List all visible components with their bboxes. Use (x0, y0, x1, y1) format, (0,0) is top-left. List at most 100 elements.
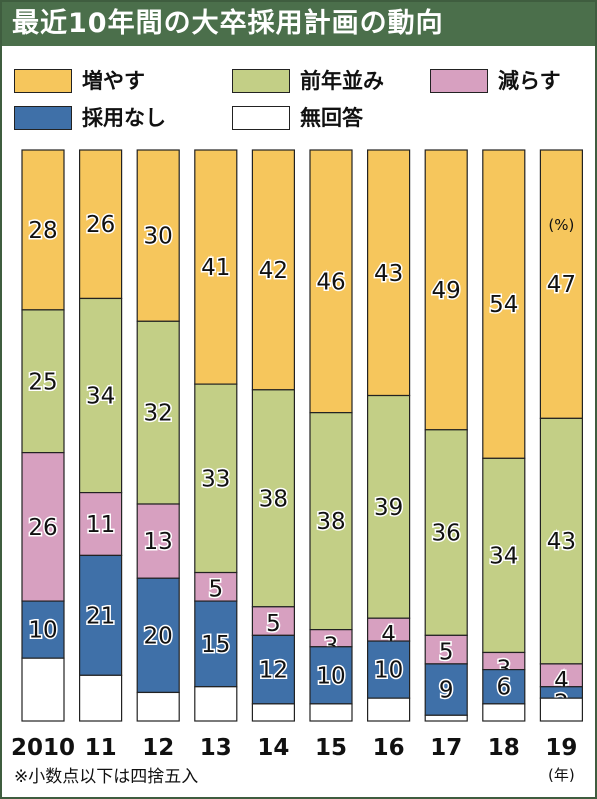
bar-segment-18-s4 (482, 703, 526, 722)
bar-segment-17-s1 (424, 429, 468, 636)
bar-segment-13-s4 (194, 686, 238, 722)
data-label-12-s2: 13 (144, 529, 173, 555)
legend-swatch-same (232, 69, 290, 93)
bar-segment-14-s0 (251, 149, 295, 391)
data-label-2010-s1: 25 (28, 369, 57, 395)
legend-label-decrease: 減らす (498, 69, 561, 93)
bar-segment-19-s4 (539, 697, 584, 722)
legend-swatch-no-answer (232, 106, 290, 130)
data-label-17-s2: 5 (439, 639, 454, 665)
bar-segment-17-s3 (424, 663, 468, 716)
bar-segment-12-s2 (136, 503, 180, 579)
data-label-13-s0: 41 (201, 255, 230, 281)
legend-swatch-decrease (430, 69, 488, 93)
bar-segment-16-s4 (367, 697, 411, 722)
data-label-15-s3: 10 (316, 663, 345, 689)
data-label-16-s3: 10 (374, 658, 403, 684)
bar-group-18: 543436 (482, 149, 526, 722)
chart-title: 最近10年間の大卒採用計画の動向 (2, 2, 595, 46)
data-label-13-s3: 15 (201, 632, 230, 658)
bar-segment-13-s3 (194, 600, 238, 688)
data-label-2010-s3: 10 (28, 618, 57, 644)
bar-segment-17-s4 (424, 714, 468, 722)
data-label-18-s1: 34 (489, 543, 518, 569)
bar-segment-16-s3 (367, 640, 411, 699)
data-label-17-s3: 9 (439, 678, 454, 704)
data-label-18-s0: 54 (489, 292, 518, 318)
data-label-11-s2: 11 (86, 512, 115, 538)
bar-segment-2010-s2 (21, 452, 65, 602)
legend-label-no-hiring: 採用なし (82, 106, 166, 130)
bar-segment-15-s3 (309, 646, 353, 705)
bar-segment-14-s1 (251, 389, 295, 608)
x-tick-label-18: 18 (488, 735, 520, 761)
bar-group-11: 26 34 11 21 (78, 149, 123, 722)
bar-segment-11-s1 (78, 297, 123, 494)
bar-segment-2010-s0 (21, 149, 65, 311)
data-label-13-s1: 33 (201, 466, 230, 492)
bar-segment-12-s0 (136, 149, 180, 322)
data-label-19-s0: 47 (547, 272, 576, 298)
legend-swatch-increase (14, 69, 72, 93)
data-label-12-s3: 20 (144, 623, 173, 649)
data-label-12-s0: 30 (144, 224, 173, 250)
data-label-17-s1: 36 (432, 521, 461, 547)
bar-segment-18-s1 (482, 457, 526, 654)
bar-segment-15-s4 (309, 703, 353, 722)
data-label-11-s3: 21 (86, 603, 115, 629)
legend-label-increase: 増やす (82, 69, 145, 93)
data-label-19-s1: 43 (547, 529, 576, 555)
legend-label-no-answer: 無回答 (300, 106, 363, 130)
data-label-15-s0: 46 (316, 269, 345, 295)
bar-segment-2010-s1 (21, 309, 65, 454)
bar-segment-11-s2 (78, 492, 123, 557)
bar-segment-11-s0 (78, 149, 123, 300)
data-label-14-s2: 5 (266, 611, 281, 637)
bar-segment-11-s4 (78, 674, 123, 722)
bar-segment-17-s2 (424, 634, 468, 665)
bar-group-17: 49 36 5 9 (424, 149, 468, 722)
bar-group-2010: 28 25 26 10 (21, 149, 65, 722)
data-label-17-s0: 49 (432, 278, 461, 304)
bar-segment-11-s3 (78, 554, 123, 676)
x-tick-label-13: 13 (200, 735, 232, 761)
data-label-15-s1: 38 (316, 509, 345, 535)
x-tick-label-15: 15 (315, 735, 347, 761)
data-label-13-s2: 5 (208, 577, 223, 603)
bar-segment-12-s1 (136, 320, 180, 505)
x-tick-label-17: 17 (430, 735, 462, 761)
bar-group-12: 30 32 13 20 (136, 149, 180, 722)
x-unit-label-year: (年) (548, 766, 575, 784)
data-label-11-s1: 34 (86, 384, 115, 410)
data-label-16-s0: 43 (374, 261, 403, 287)
bar-group-15: 4638310 (309, 149, 353, 722)
bar-segment-17-s0 (424, 149, 468, 431)
data-label-2010-s2: 26 (28, 515, 57, 541)
data-label-12-s1: 32 (144, 401, 173, 427)
bar-segment-2010-s4 (21, 657, 65, 722)
bar-segment-19-s1 (539, 417, 584, 665)
legend-label-same: 前年並み (300, 69, 384, 93)
bar-segment-13-s1 (194, 383, 238, 574)
bar-segment-14-s4 (251, 703, 295, 722)
bar-segment-12-s4 (136, 691, 180, 722)
unit-label-percent: (%) (548, 216, 574, 234)
x-tick-label-2010: 2010 (11, 735, 75, 761)
data-label-14-s1: 38 (259, 486, 288, 512)
x-tick-label-14: 14 (257, 735, 289, 761)
x-tick-label-12: 12 (142, 735, 174, 761)
data-label-18-s3: 6 (496, 675, 511, 701)
bar-segment-12-s3 (136, 577, 180, 694)
bar-segment-16-s0 (367, 149, 411, 397)
bar-group-14: 42 38 5 12 (251, 149, 295, 722)
data-label-16-s1: 39 (374, 495, 403, 521)
bar-segment-18-s0 (482, 149, 526, 459)
bar-group-13: 41 33 5 15 (194, 149, 238, 722)
x-tick-label-19: 19 (545, 735, 577, 761)
data-label-11-s0: 26 (86, 212, 115, 238)
bar-segment-14-s3 (251, 634, 295, 705)
footnote: ※小数点以下は四捨五入 (14, 767, 199, 787)
legend-swatch-no-hiring (14, 106, 72, 130)
